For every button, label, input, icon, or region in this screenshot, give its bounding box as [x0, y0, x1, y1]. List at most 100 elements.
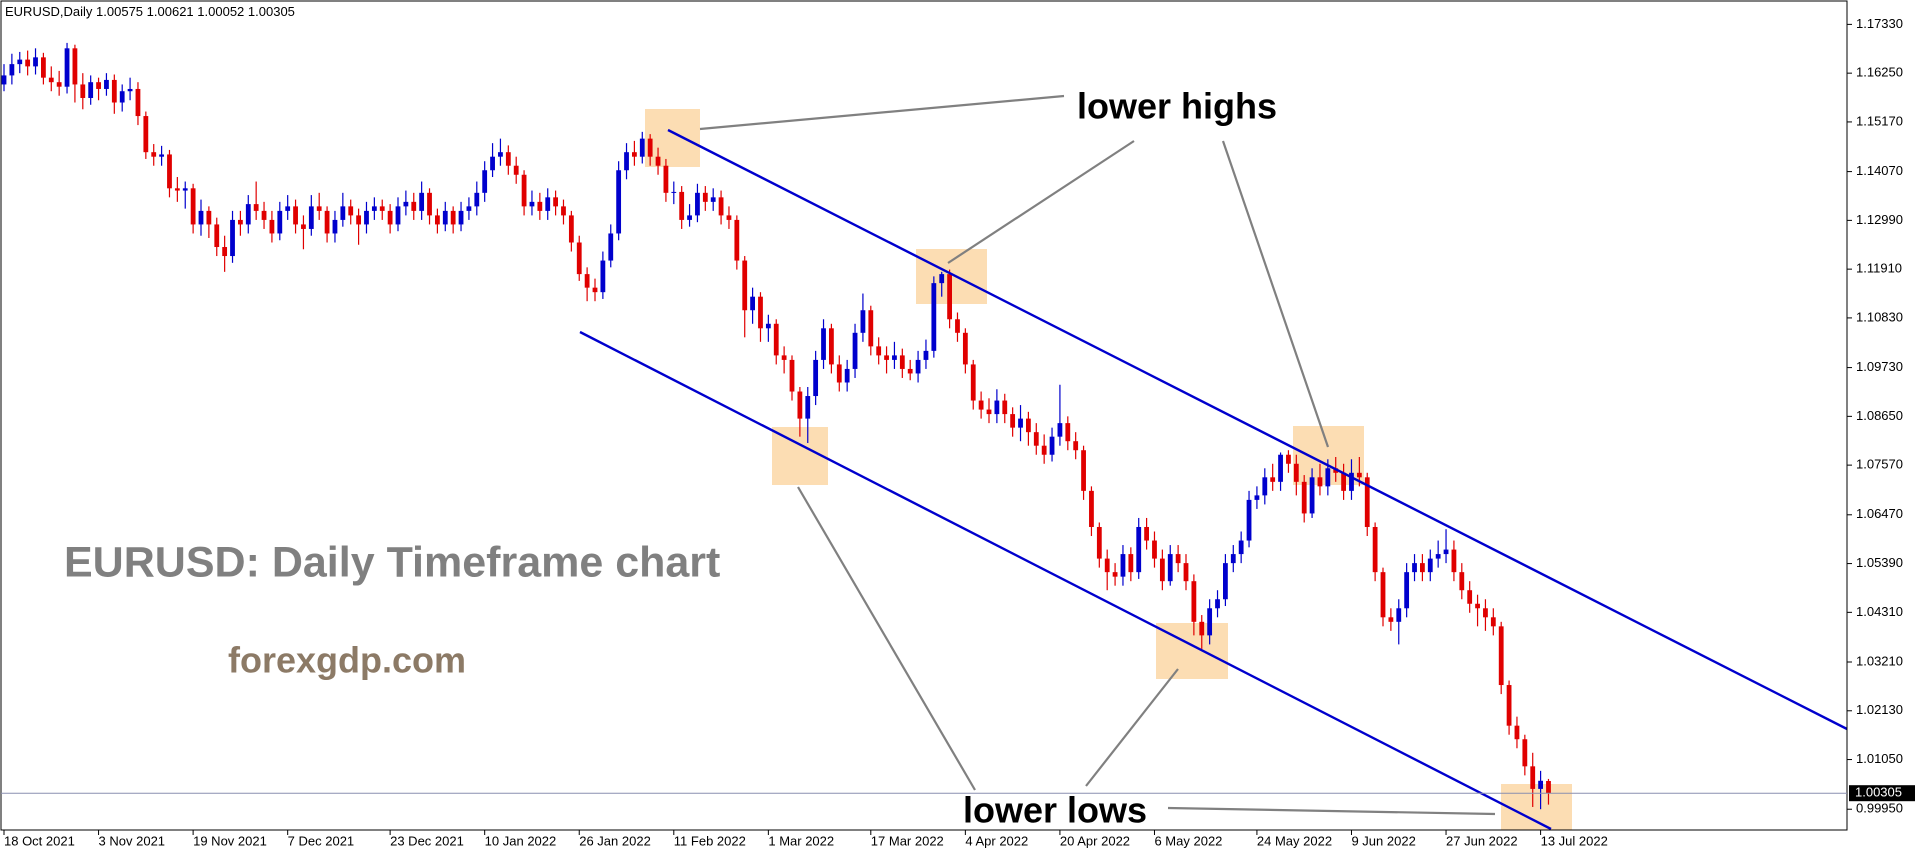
candle-body: [978, 400, 984, 410]
candle-body: [1498, 626, 1504, 686]
y-tick-label: 1.02130: [1856, 702, 1903, 717]
x-tick-label: 24 May 2022: [1257, 833, 1332, 848]
candle-body: [48, 77, 54, 83]
candle-body: [1364, 477, 1370, 527]
candle-body: [222, 247, 228, 257]
candle-body: [64, 48, 70, 87]
candle-body: [1427, 558, 1433, 573]
channel-lower: [579, 330, 1552, 831]
candle-body: [1309, 477, 1315, 514]
candle-body: [206, 210, 212, 225]
x-tick-label: 3 Nov 2021: [99, 833, 166, 848]
candle-body: [238, 219, 243, 225]
candle-body: [1081, 450, 1086, 491]
ohlc-close: 1.00305: [248, 4, 295, 19]
candle-body: [537, 201, 543, 211]
candle-body: [1443, 549, 1449, 555]
candle-body: [1049, 436, 1055, 455]
candle-body: [364, 210, 369, 225]
candle-body: [474, 192, 480, 207]
candle-body: [230, 219, 235, 257]
candle-body: [387, 210, 393, 225]
candle-body: [1278, 454, 1283, 482]
candle-body: [151, 152, 157, 157]
candle-body: [789, 359, 795, 392]
candle-body: [269, 219, 275, 234]
candle-body: [1120, 554, 1126, 577]
candle-body: [1522, 739, 1528, 767]
candle-body: [1018, 418, 1023, 428]
candle-body: [852, 332, 858, 369]
candle-body: [159, 154, 164, 157]
y-tick-label: 1.11910: [1856, 261, 1902, 276]
candles: [1, 42, 1551, 810]
candle-body: [553, 197, 558, 207]
candle-body: [671, 191, 677, 193]
x-tick-label: 11 Feb 2022: [674, 833, 746, 848]
candle-body: [1096, 526, 1102, 559]
candle-body: [1191, 581, 1197, 622]
candle-body: [332, 219, 338, 234]
channel-upper: [667, 128, 1848, 731]
y-tick-label: 1.12990: [1856, 212, 1903, 227]
candle-body: [1246, 499, 1252, 541]
candle-body: [111, 79, 117, 103]
connector: [1167, 806, 1496, 816]
candle-body: [947, 274, 952, 320]
candle-body: [1215, 599, 1220, 609]
candle-body: [1490, 617, 1496, 627]
candle-body: [805, 396, 811, 419]
candle-body: [797, 391, 803, 419]
candle-body: [868, 310, 874, 347]
connector: [947, 140, 1135, 264]
candle-body: [639, 138, 645, 157]
candle-body: [80, 84, 86, 98]
candle-body: [970, 364, 976, 401]
candle-body: [104, 79, 109, 89]
ohlc-open: 1.00575: [96, 4, 143, 19]
candle-body: [1538, 780, 1543, 789]
candle-body: [1104, 558, 1110, 573]
candle-body: [198, 210, 204, 225]
candle-body: [411, 201, 417, 211]
candle-body: [584, 274, 590, 288]
candle-body: [277, 210, 283, 234]
candle-body: [695, 192, 700, 216]
candle-body: [1223, 563, 1228, 600]
candle-body: [1380, 572, 1386, 618]
candle-body: [490, 156, 495, 171]
candle-body: [718, 197, 724, 216]
y-tick-label: 1.16250: [1856, 65, 1903, 80]
candle-body: [836, 364, 842, 383]
x-tick-label: 27 Jun 2022: [1446, 833, 1518, 848]
candle-body: [324, 210, 330, 234]
candle-body: [860, 310, 866, 333]
watermark-site: forexgdp.com: [228, 640, 466, 681]
candle-body: [1546, 781, 1551, 794]
candle-body: [907, 368, 913, 374]
candle-body: [1483, 608, 1488, 618]
candle-body: [1435, 554, 1441, 559]
candle-body: [1073, 441, 1079, 451]
candle-body: [710, 197, 716, 202]
y-tick-label: 1.06470: [1856, 506, 1903, 521]
candle-body: [135, 88, 141, 117]
candle-body: [1065, 423, 1071, 442]
candle-body: [88, 82, 94, 98]
candle-body: [1467, 590, 1473, 604]
candle-body: [17, 59, 23, 65]
x-tick-label: 4 Apr 2022: [965, 833, 1028, 848]
candle-body: [781, 355, 787, 360]
candle-body: [1475, 603, 1480, 609]
candle-body: [1301, 481, 1307, 514]
candle-body: [308, 206, 314, 229]
candle-body: [632, 152, 637, 157]
candle-body: [371, 206, 377, 211]
candle-body: [513, 165, 519, 175]
x-tick-label: 19 Nov 2021: [193, 833, 267, 848]
candle-body: [1420, 563, 1425, 573]
candle-body: [1254, 495, 1260, 500]
candle-body: [25, 59, 31, 67]
connector: [699, 94, 1065, 131]
candle-body: [592, 287, 598, 293]
